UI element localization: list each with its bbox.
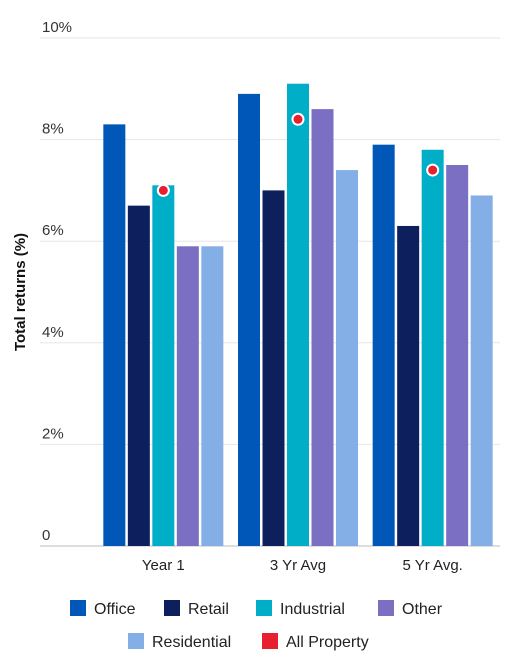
marker-all-property [291, 112, 305, 126]
legend-swatch [262, 633, 278, 649]
bar-industrial [421, 149, 444, 546]
y-tick-label: 6% [42, 222, 64, 239]
legend: Office Retail Industrial Other Residential Al… [70, 600, 443, 651]
marker-all-property [156, 183, 170, 197]
bar-office [372, 144, 395, 546]
bar-other [446, 165, 469, 546]
legend-item-retail: Retail [164, 600, 229, 618]
legend-swatch [378, 600, 394, 616]
legend-item-other: Other [378, 600, 443, 618]
bar-retail [397, 225, 420, 546]
x-tick-label: Year 1 [142, 557, 185, 574]
legend-label: All Property [286, 634, 369, 651]
legend-swatch [128, 633, 144, 649]
all-property-markers [156, 112, 440, 197]
y-tick-label: 4% [42, 324, 64, 341]
legend-label: Residential [152, 634, 231, 651]
legend-label: Retail [188, 601, 229, 618]
bar-residential [470, 195, 493, 547]
bar-industrial [152, 185, 175, 546]
y-tick-label: 8% [42, 121, 64, 138]
y-axis-ticks: 0 2% 4% 6% 8% 10% [42, 19, 72, 544]
x-tick-label: 3 Yr Avg [270, 557, 326, 574]
legend-swatch [70, 600, 86, 616]
bar-office [103, 124, 126, 547]
legend-swatch [256, 600, 272, 616]
legend-label: Other [402, 601, 443, 618]
bar-industrial [287, 83, 309, 546]
bar-office [238, 93, 260, 546]
legend-item-office: Office [70, 600, 136, 618]
legend-item-residential: Residential [128, 633, 231, 651]
y-tick-label: 10% [42, 19, 72, 36]
bar-other [311, 109, 334, 547]
y-tick-label: 2% [42, 425, 64, 442]
legend-label: Industrial [280, 601, 345, 618]
legend-label: Office [94, 601, 136, 618]
legend-swatch [164, 600, 180, 616]
bar-retail [262, 190, 285, 546]
legend-item-industrial: Industrial [256, 600, 345, 618]
bars [103, 83, 493, 547]
bar-residential [336, 170, 358, 546]
bar-other [176, 246, 199, 546]
marker-all-property [426, 163, 440, 177]
x-tick-label: 5 Yr Avg. [403, 557, 463, 574]
y-tick-label: 0 [42, 527, 50, 544]
bar-retail [127, 205, 150, 546]
bar-residential [201, 246, 224, 546]
x-axis-labels: Year 1 3 Yr Avg 5 Yr Avg. [142, 557, 463, 574]
legend-item-all-property: All Property [262, 633, 369, 651]
y-axis-label: Total returns (%) [12, 233, 29, 351]
